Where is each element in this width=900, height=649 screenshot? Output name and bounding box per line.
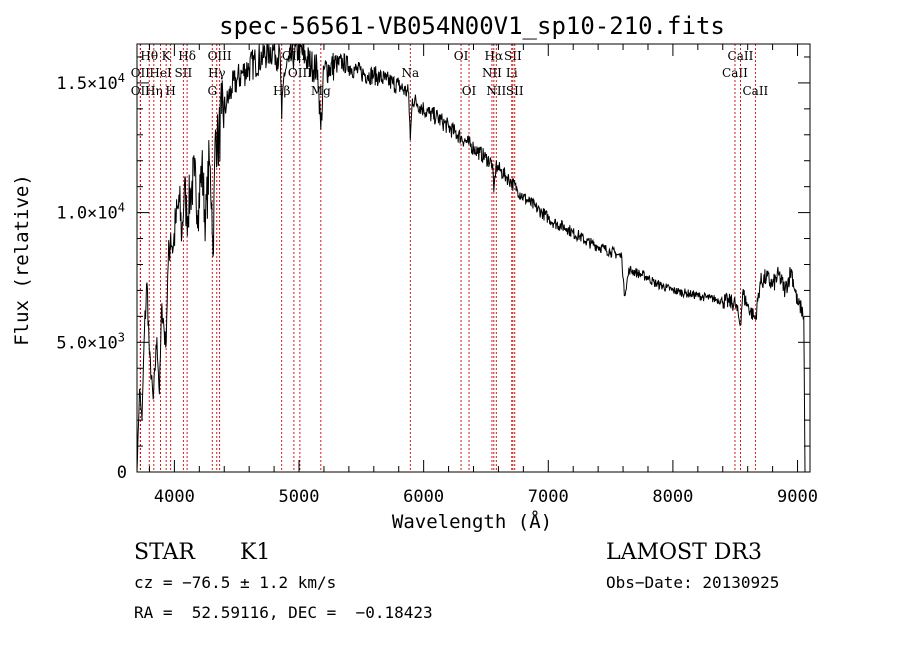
- line-label-15: Mg: [311, 84, 331, 98]
- spectrum-line: [136, 43, 806, 473]
- spectrum-chart: spec-56561-VB054N00V1_sp10-210.fits OII O…: [11, 12, 818, 533]
- object-subclass: K1: [240, 540, 271, 565]
- redshift-velocity: cz = −76.5 ± 1.2 km/s: [134, 573, 337, 592]
- y-tick-label-2: 1.0×104: [56, 201, 125, 224]
- line-label-11: OIII: [208, 49, 232, 63]
- x-tick-label-4: 8000: [652, 487, 693, 507]
- y-axis-label: Flux (relative): [11, 174, 33, 346]
- line-label-3: Hη: [145, 84, 163, 98]
- sky-coordinates: RA = 52.59116, DEC = −0.18423: [134, 603, 433, 622]
- line-label-6: H: [165, 84, 175, 98]
- object-class: STAR: [134, 540, 195, 565]
- line-label-20: Hα: [485, 49, 504, 63]
- observation-date: Obs−Date: 20130925: [606, 573, 780, 592]
- x-axis-label: Wavelength (Å): [392, 510, 552, 533]
- line-label-17: OI: [454, 49, 469, 63]
- survey-name: LAMOST DR3: [606, 540, 762, 565]
- line-label-1: OII: [131, 84, 151, 98]
- line-label-21: NII: [486, 84, 506, 98]
- line-label-10: Hγ: [208, 66, 226, 80]
- line-label-5: K: [162, 49, 172, 63]
- line-label-7: SII: [175, 66, 193, 80]
- x-tick-label-5: 9000: [777, 487, 818, 507]
- line-label-19: NII: [482, 66, 502, 80]
- x-tick-label-3: 7000: [528, 487, 569, 507]
- y-tick-label-1: 5.0×103: [56, 330, 125, 353]
- line-label-26: CaII: [728, 49, 754, 63]
- line-label-18: OI: [462, 84, 477, 98]
- emission-line-markers: OIIOIIHθHηHeIKHSIIHδGHγOIIIHβOIIIOIIIMgN…: [131, 44, 769, 472]
- x-tick-label-1: 5000: [279, 487, 320, 507]
- line-label-8: Hδ: [178, 49, 196, 63]
- line-label-2: Hθ: [140, 49, 158, 63]
- line-label-27: CaII: [742, 84, 768, 98]
- axis-ticks: [137, 44, 810, 473]
- axis-tick-labels: 4000 5000 6000 7000 8000 9000 0 5.0×103 1.0×104 1…: [56, 71, 818, 507]
- x-tick-label-2: 6000: [403, 487, 444, 507]
- line-label-9: G: [207, 84, 217, 98]
- line-label-23: SII: [504, 49, 522, 63]
- line-label-14: OIII: [288, 66, 312, 80]
- line-label-25: CaII: [722, 66, 748, 80]
- y-tick-label-0: 0: [117, 463, 127, 483]
- line-label-4: HeI: [149, 66, 172, 80]
- y-tick-label-3: 1.5×104: [56, 71, 125, 94]
- plot-frame: [136, 43, 811, 473]
- line-label-24: SII: [506, 84, 524, 98]
- line-label-16: Na: [401, 66, 419, 80]
- line-label-22: Li: [506, 66, 518, 80]
- x-tick-label-0: 4000: [154, 487, 195, 507]
- chart-title: spec-56561-VB054N00V1_sp10-210.fits: [219, 12, 725, 40]
